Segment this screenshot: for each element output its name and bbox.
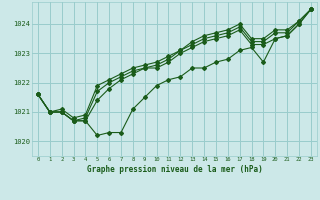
X-axis label: Graphe pression niveau de la mer (hPa): Graphe pression niveau de la mer (hPa) <box>86 165 262 174</box>
